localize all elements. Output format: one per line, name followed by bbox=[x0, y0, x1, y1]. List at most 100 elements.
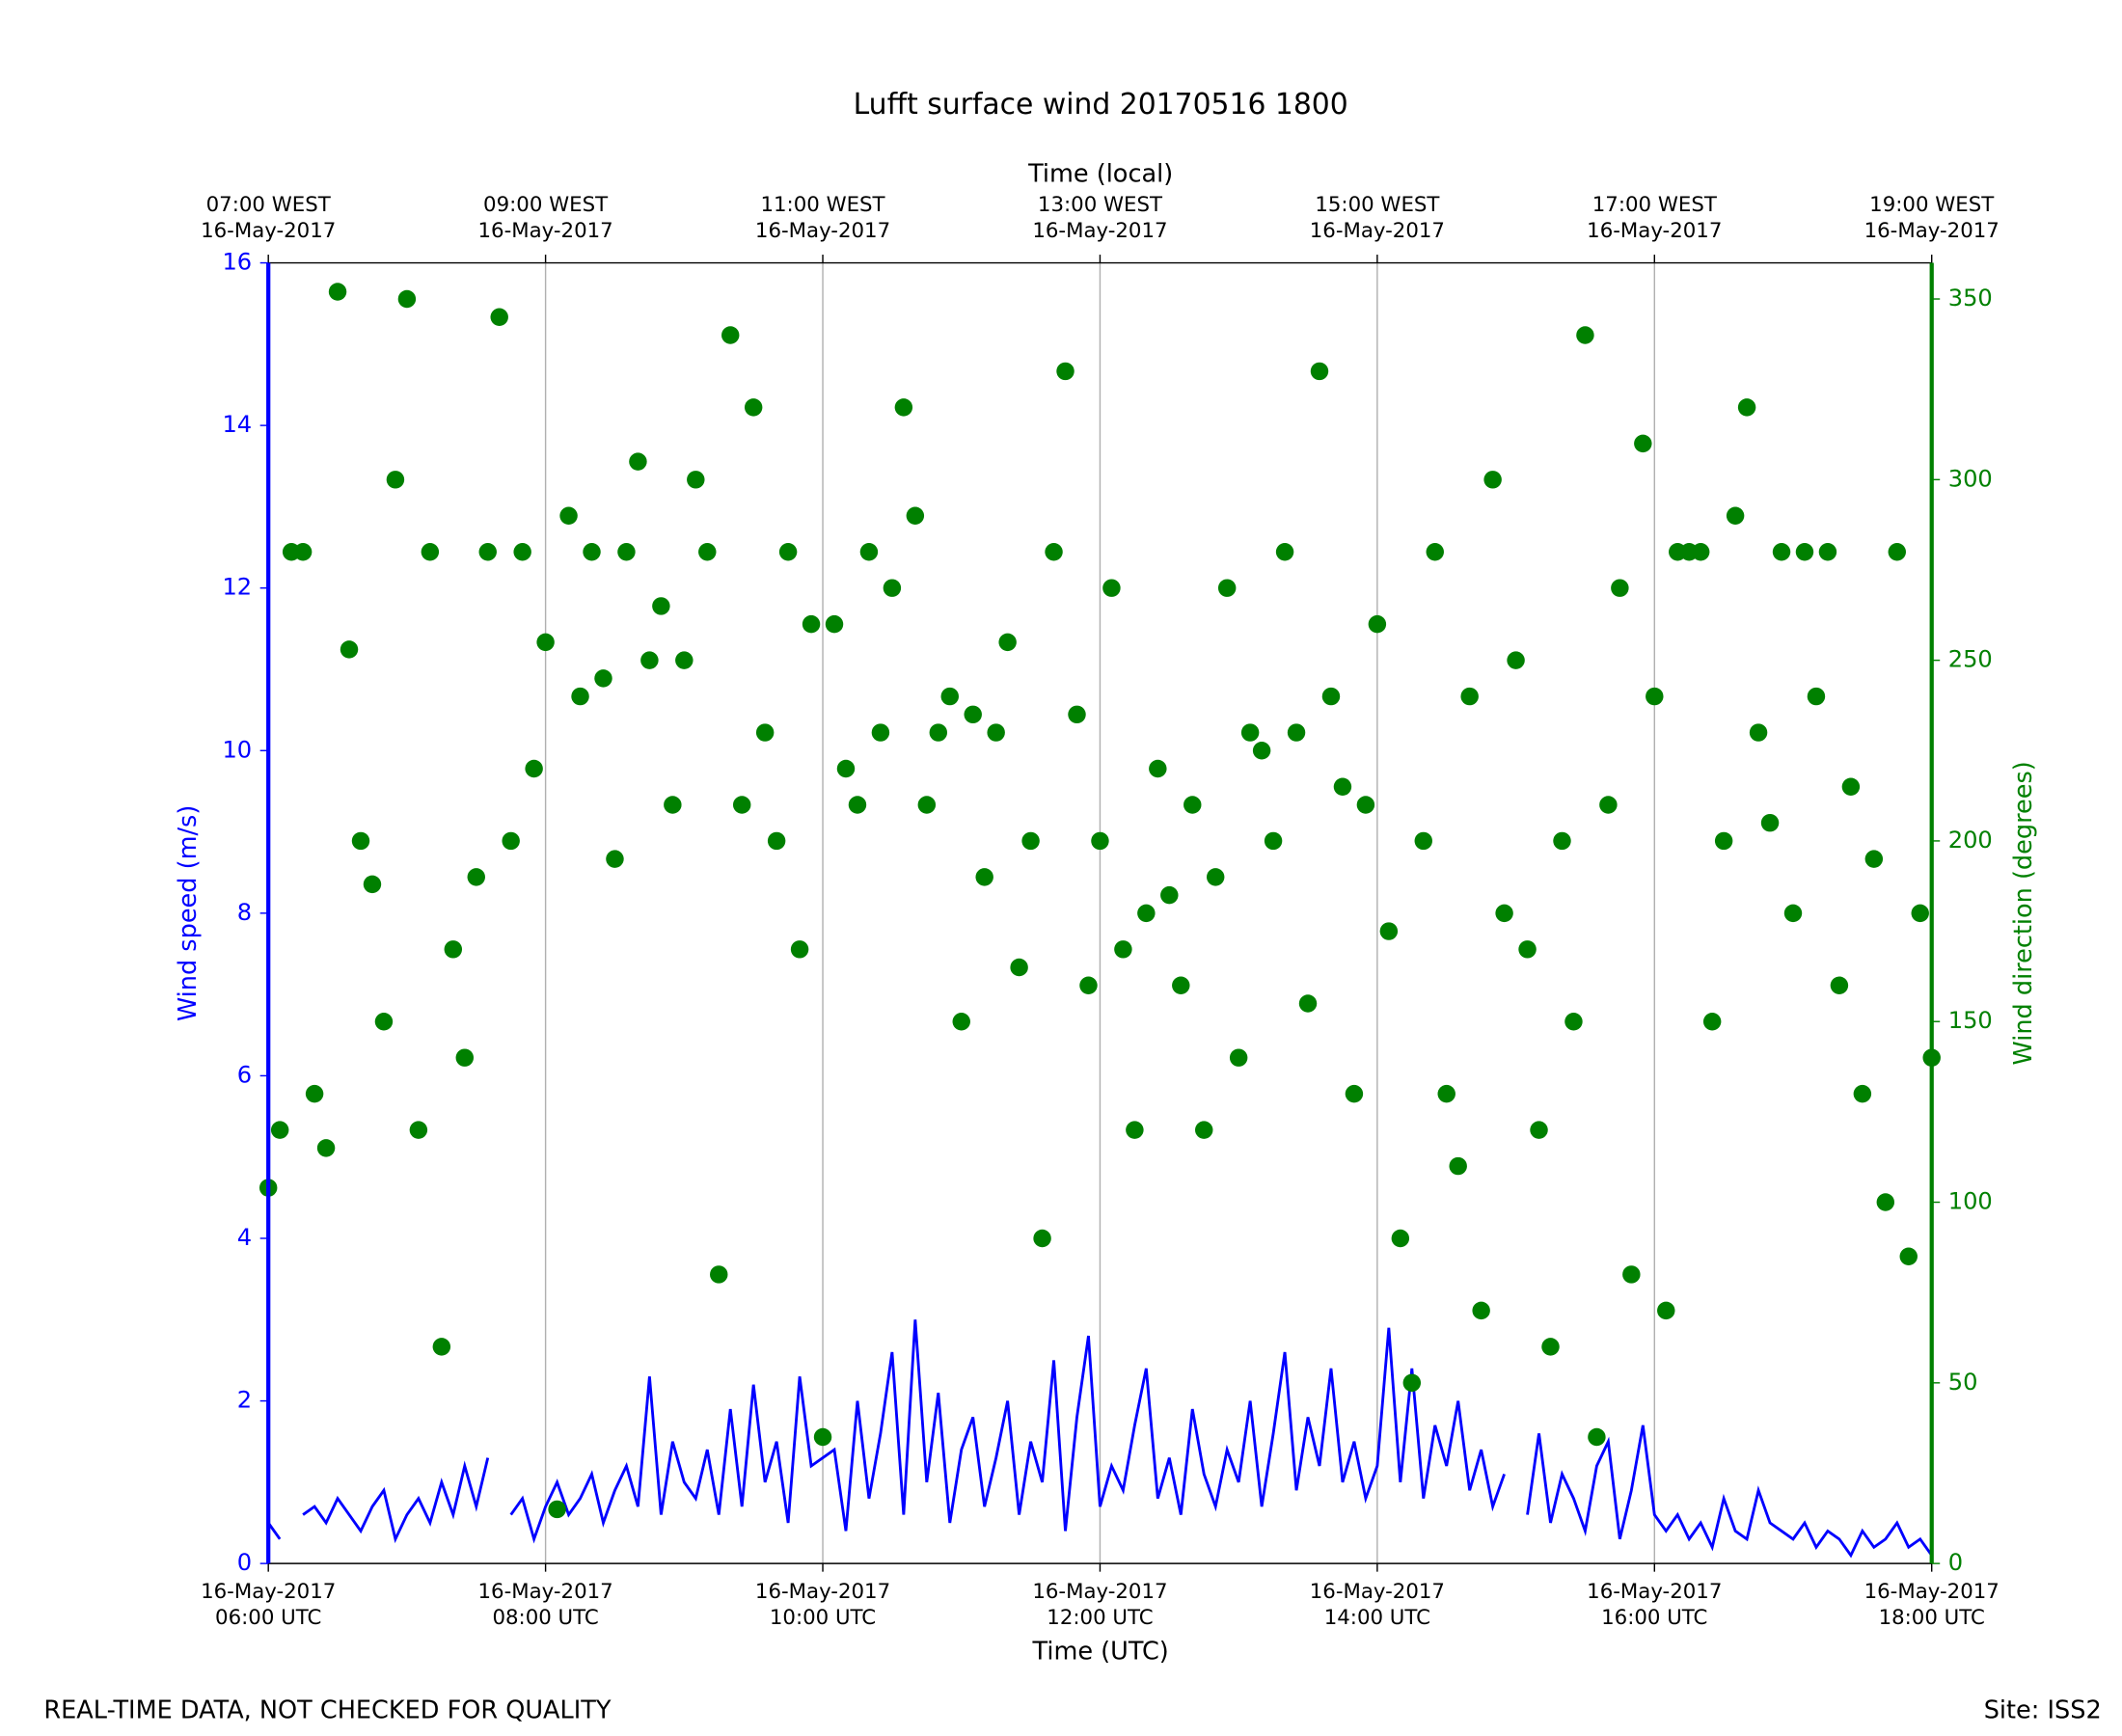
y-tick-label: 16 bbox=[222, 249, 252, 276]
direction-point bbox=[1714, 831, 1733, 851]
y-tick-label: 6 bbox=[237, 1061, 252, 1088]
direction-point bbox=[270, 1121, 289, 1139]
x-tick-label-line: 16-May-2017 bbox=[1864, 1580, 2000, 1604]
direction-point bbox=[1483, 471, 1502, 489]
direction-point bbox=[1853, 1084, 1872, 1103]
direction-point bbox=[1298, 994, 1318, 1013]
direction-point bbox=[1402, 1373, 1422, 1393]
direction-point bbox=[1460, 687, 1479, 706]
direction-point bbox=[1611, 579, 1629, 597]
direction-point bbox=[848, 796, 867, 814]
x-tick-label: 16-May-2017 18:00 UTC bbox=[1864, 1580, 2000, 1630]
direction-point bbox=[444, 940, 463, 959]
direction-point bbox=[883, 579, 902, 597]
direction-point bbox=[1449, 1156, 1467, 1176]
direction-point bbox=[710, 1265, 728, 1284]
direction-point bbox=[1391, 1229, 1410, 1248]
direction-point bbox=[1368, 614, 1387, 634]
speed-line bbox=[509, 1319, 1506, 1544]
direction-point bbox=[502, 831, 520, 851]
direction-point bbox=[1183, 796, 1202, 814]
x2-tick-label-line: 07:00 WEST bbox=[206, 193, 332, 217]
direction-point bbox=[1379, 922, 1399, 940]
direction-point bbox=[790, 940, 809, 959]
direction-point bbox=[1195, 1121, 1213, 1139]
direction-point bbox=[305, 1084, 324, 1103]
direction-point bbox=[1576, 326, 1594, 344]
direction-point bbox=[293, 543, 313, 561]
x-tick-label: 16-May-2017 12:00 UTC bbox=[1032, 1580, 1167, 1630]
direction-point bbox=[1507, 651, 1525, 669]
y2-tick-label: 0 bbox=[1948, 1549, 1963, 1576]
direction-point bbox=[1634, 434, 1652, 453]
x2-tick-label: 13:00 WEST 16-May-2017 bbox=[1032, 193, 1167, 243]
direction-point bbox=[478, 543, 497, 561]
x2-tick-label-line: 16-May-2017 bbox=[755, 219, 890, 243]
direction-point bbox=[1553, 831, 1571, 851]
direction-point bbox=[1783, 904, 1803, 923]
y2-tick-label: 350 bbox=[1948, 285, 1993, 312]
direction-point bbox=[1160, 885, 1179, 905]
x2-tick-label: 19:00 WEST 16-May-2017 bbox=[1864, 193, 2000, 243]
direction-point bbox=[409, 1121, 428, 1139]
direction-point bbox=[1264, 831, 1283, 851]
direction-point bbox=[1091, 831, 1109, 851]
direction-point bbox=[664, 796, 682, 814]
x-tick-label-line: 18:00 UTC bbox=[1879, 1606, 1985, 1630]
direction-point bbox=[629, 452, 647, 471]
direction-point bbox=[1287, 723, 1306, 742]
direction-point bbox=[836, 759, 856, 778]
direction-point bbox=[825, 614, 844, 634]
direction-point bbox=[1864, 850, 1884, 868]
direction-point bbox=[1114, 940, 1132, 959]
x2-tick-label-line: 16-May-2017 bbox=[1587, 219, 1722, 243]
direction-point bbox=[755, 723, 775, 742]
footer-right: Site: ISS2 bbox=[1984, 1695, 2102, 1724]
direction-point bbox=[1275, 543, 1294, 561]
y2-tick-label: 100 bbox=[1948, 1188, 1993, 1215]
x-tick-label-line: 16-May-2017 bbox=[1587, 1580, 1722, 1604]
direction-point bbox=[1795, 543, 1814, 561]
x2-tick-label: 07:00 WEST 16-May-2017 bbox=[201, 193, 336, 243]
chart-title: Lufft surface wind 20170516 1800 bbox=[854, 88, 1348, 122]
y2-tick-label: 150 bbox=[1948, 1007, 1993, 1034]
direction-point bbox=[351, 831, 370, 851]
direction-point bbox=[721, 326, 740, 344]
direction-point bbox=[1252, 742, 1271, 760]
direction-point bbox=[467, 868, 485, 886]
direction-point bbox=[548, 1500, 566, 1519]
direction-point bbox=[744, 398, 763, 417]
x2-tick-label: 17:00 WEST 16-May-2017 bbox=[1587, 193, 1722, 243]
direction-point bbox=[1437, 1084, 1455, 1103]
direction-point bbox=[1045, 543, 1063, 561]
direction-point bbox=[929, 723, 948, 742]
direction-point bbox=[455, 1048, 475, 1067]
direction-point bbox=[1726, 506, 1745, 526]
footer-left: REAL-TIME DATA, NOT CHECKED FOR QUALITY bbox=[43, 1695, 611, 1724]
direction-point bbox=[1691, 543, 1710, 561]
direction-point bbox=[767, 831, 786, 851]
direction-point bbox=[1657, 1301, 1675, 1320]
direction-point bbox=[1807, 687, 1826, 706]
x2-tick-label: 11:00 WEST 16-May-2017 bbox=[755, 193, 890, 243]
direction-point bbox=[859, 543, 879, 561]
x2-tick-label-line: 19:00 WEST bbox=[1869, 193, 1995, 217]
y-tick-label: 0 bbox=[237, 1549, 252, 1576]
direction-point bbox=[1588, 1427, 1606, 1447]
y-tick-label: 2 bbox=[237, 1387, 252, 1414]
direction-point bbox=[952, 1013, 970, 1031]
direction-point bbox=[1737, 398, 1756, 417]
direction-point bbox=[940, 687, 959, 706]
direction-point bbox=[536, 633, 555, 652]
direction-point bbox=[813, 1427, 832, 1447]
direction-point bbox=[1495, 904, 1513, 923]
x-tick-label: 16-May-2017 10:00 UTC bbox=[755, 1580, 890, 1630]
direction-point bbox=[1541, 1338, 1560, 1356]
direction-point bbox=[1102, 579, 1121, 597]
direction-point bbox=[559, 506, 578, 526]
direction-point bbox=[1033, 1229, 1051, 1248]
direction-point bbox=[778, 543, 798, 561]
x2-tick-label: 09:00 WEST 16-May-2017 bbox=[478, 193, 613, 243]
direction-point bbox=[363, 875, 382, 894]
direction-point bbox=[1622, 1265, 1641, 1284]
